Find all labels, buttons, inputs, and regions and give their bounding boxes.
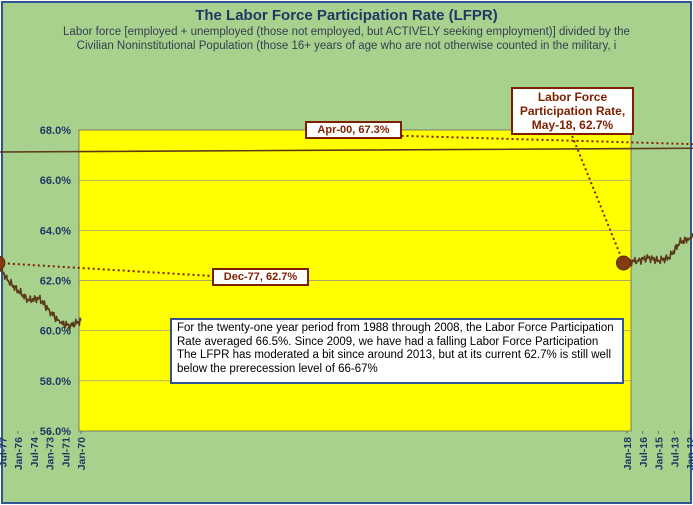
chart-subtitle: Labor force [employed + unemployed (thos…: [63, 26, 630, 52]
annotation-note: For the twenty-one year period from 1988…: [170, 318, 624, 384]
y-tick-label: 58.0%: [40, 376, 71, 388]
callout-dec-77: Dec-77, 62.7%: [212, 268, 309, 286]
callout-markers: [0, 255, 631, 271]
x-tick-label: Jan-73: [45, 437, 57, 470]
x-tick-label: Jan-70: [76, 437, 88, 470]
y-tick-label: 62.0%: [40, 276, 71, 288]
y-axis-ticks: 56.0% 58.0% 60.0% 62.0% 64.0% 66.0% 68.0%: [40, 125, 71, 438]
callout-leaders: [0, 132, 693, 277]
x-tick-label: Jul-16: [638, 437, 650, 468]
y-tick-label: 64.0%: [40, 225, 71, 237]
x-tick-label: Jul-13: [669, 437, 681, 468]
x-tick-label: Jan-12: [685, 437, 693, 470]
callout-marker: [616, 255, 631, 271]
y-tick-label: 68.0%: [40, 125, 71, 137]
y-tick-label: 66.0%: [40, 175, 71, 187]
callout-leader-line: [371, 134, 693, 146]
callout-leader-line: [0, 262, 213, 277]
callout-apr-00: Apr-00, 67.3%: [305, 121, 402, 139]
callout-marker: [0, 255, 6, 271]
x-tick-label: Jul-71: [60, 437, 72, 468]
x-tick-label: Jul-74: [29, 437, 41, 468]
y-tick-label: 56.0%: [40, 426, 71, 438]
y-tick-label: 60.0%: [40, 326, 71, 338]
x-tick-label: Jul-77: [0, 437, 9, 468]
x-tick-label: Jan-76: [13, 437, 25, 470]
callout-leader-line: [570, 132, 625, 264]
chart-title: The Labor Force Participation Rate (LFPR…: [195, 7, 498, 24]
callout-may-18: Labor Force Participation Rate, May-18, …: [511, 87, 634, 135]
x-tick-label: Jan-15: [654, 437, 666, 470]
x-tick-label: Jan-18: [622, 437, 634, 470]
